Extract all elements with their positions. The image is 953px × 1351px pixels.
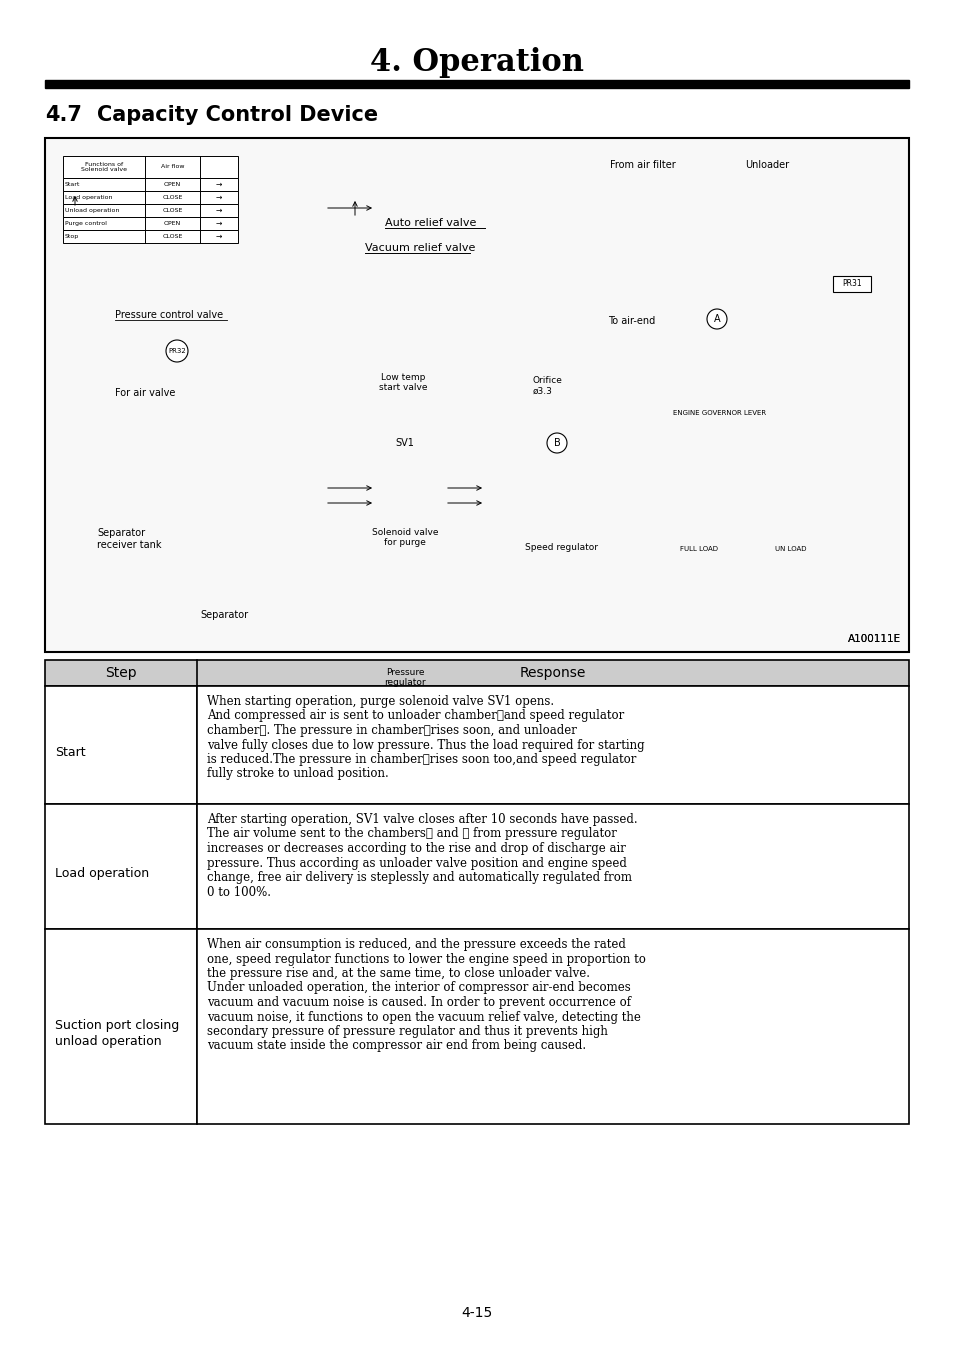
- Text: Capacity Control Device: Capacity Control Device: [97, 105, 377, 126]
- Text: chamberⒷ. The pressure in chamberⒶrises soon, and unloader: chamberⒷ. The pressure in chamberⒶrises …: [207, 724, 577, 738]
- Text: Auto relief valve: Auto relief valve: [385, 218, 476, 228]
- Text: Solenoid valve
for purge: Solenoid valve for purge: [372, 528, 437, 547]
- Text: →: →: [215, 205, 222, 215]
- Text: FULL LOAD: FULL LOAD: [679, 546, 718, 553]
- Text: valve fully closes due to low pressure. Thus the load required for starting: valve fully closes due to low pressure. …: [207, 739, 644, 751]
- Text: change, free air delivery is steplessly and automatically regulated from: change, free air delivery is steplessly …: [207, 871, 631, 884]
- Text: fully stroke to unload position.: fully stroke to unload position.: [207, 767, 388, 781]
- Text: Load operation: Load operation: [65, 195, 112, 200]
- Bar: [63, 190, 237, 204]
- Text: pressure. Thus according as unloader valve position and engine speed: pressure. Thus according as unloader val…: [207, 857, 626, 870]
- Text: Separator
receiver tank: Separator receiver tank: [97, 528, 161, 550]
- Text: Start: Start: [65, 182, 80, 186]
- Text: After starting operation, SV1 valve closes after 10 seconds have passed.: After starting operation, SV1 valve clos…: [207, 813, 637, 825]
- Text: Vacuum relief valve: Vacuum relief valve: [365, 243, 475, 253]
- Text: UN LOAD: UN LOAD: [774, 546, 805, 553]
- Bar: [832, 276, 870, 292]
- Text: 4-15: 4-15: [461, 1306, 492, 1320]
- Text: increases or decreases according to the rise and drop of discharge air: increases or decreases according to the …: [207, 842, 625, 855]
- Bar: [45, 661, 908, 686]
- Text: →: →: [215, 180, 222, 189]
- Bar: [63, 155, 237, 178]
- Text: Air flow: Air flow: [161, 165, 184, 169]
- Text: B: B: [553, 438, 559, 449]
- Text: Functions of
Solenoid valve: Functions of Solenoid valve: [81, 162, 127, 173]
- Text: vacuum noise, it functions to open the vacuum relief valve, detecting the: vacuum noise, it functions to open the v…: [207, 1011, 640, 1024]
- Text: Suction port closing: Suction port closing: [55, 1020, 179, 1032]
- Text: The air volume sent to the chambersⒶ and Ⓑ from pressure regulator: The air volume sent to the chambersⒶ and…: [207, 828, 617, 840]
- Text: secondary pressure of pressure regulator and thus it prevents high: secondary pressure of pressure regulator…: [207, 1025, 607, 1038]
- Text: CLOSE: CLOSE: [162, 208, 182, 213]
- Text: →: →: [215, 219, 222, 228]
- Text: →: →: [215, 232, 222, 240]
- Bar: [45, 804, 196, 929]
- Text: Response: Response: [519, 666, 585, 680]
- Text: When air consumption is reduced, and the pressure exceeds the rated: When air consumption is reduced, and the…: [207, 938, 625, 951]
- Text: Unload operation: Unload operation: [65, 208, 119, 213]
- Text: OPEN: OPEN: [164, 182, 181, 186]
- Text: OPEN: OPEN: [164, 222, 181, 226]
- Text: ENGINE GOVERNOR LEVER: ENGINE GOVERNOR LEVER: [672, 409, 765, 416]
- Text: PR31: PR31: [841, 280, 861, 289]
- Text: one, speed regulator functions to lower the engine speed in proportion to: one, speed regulator functions to lower …: [207, 952, 645, 966]
- Text: PR32: PR32: [168, 349, 186, 354]
- Bar: [196, 804, 908, 929]
- Text: 0 to 100%.: 0 to 100%.: [207, 885, 271, 898]
- Text: Pressure
regulator: Pressure regulator: [384, 667, 425, 688]
- Bar: [63, 230, 237, 243]
- Text: Under unloaded operation, the interior of compressor air-end becomes: Under unloaded operation, the interior o…: [207, 981, 630, 994]
- Text: From air filter: From air filter: [609, 159, 675, 170]
- Text: Step: Step: [105, 666, 136, 680]
- Text: unload operation: unload operation: [55, 1035, 161, 1047]
- Text: Start: Start: [55, 746, 86, 758]
- Text: →: →: [215, 193, 222, 203]
- Bar: [196, 686, 908, 804]
- Text: Low temp
start valve: Low temp start valve: [378, 373, 427, 392]
- Bar: [45, 929, 196, 1124]
- Text: A100111E: A100111E: [847, 634, 900, 644]
- Text: A: A: [713, 313, 720, 324]
- Text: Load operation: Load operation: [55, 867, 149, 880]
- Text: Pressure control valve: Pressure control valve: [115, 309, 223, 320]
- Text: 4. Operation: 4. Operation: [370, 46, 583, 77]
- Bar: [45, 80, 908, 88]
- Text: CLOSE: CLOSE: [162, 195, 182, 200]
- Circle shape: [546, 434, 566, 453]
- Text: And compressed air is sent to unloader chamberⒶand speed regulator: And compressed air is sent to unloader c…: [207, 709, 623, 723]
- Bar: [63, 178, 237, 190]
- Text: is reduced.The pressure in chamberⒷrises soon too,and speed regulator: is reduced.The pressure in chamberⒷrises…: [207, 753, 636, 766]
- Text: vacuum state inside the compressor air end from being caused.: vacuum state inside the compressor air e…: [207, 1039, 585, 1052]
- Circle shape: [166, 340, 188, 362]
- Bar: [45, 686, 196, 804]
- Text: For air valve: For air valve: [115, 388, 175, 399]
- Bar: [196, 929, 908, 1124]
- Text: Separator: Separator: [200, 611, 248, 620]
- Text: the pressure rise and, at the same time, to close unloader valve.: the pressure rise and, at the same time,…: [207, 967, 589, 979]
- Text: 4.7: 4.7: [45, 105, 82, 126]
- Text: To air-end: To air-end: [607, 316, 655, 326]
- Text: Unloader: Unloader: [744, 159, 788, 170]
- Text: Speed regulator: Speed regulator: [524, 543, 598, 553]
- Text: SV1: SV1: [395, 438, 414, 449]
- Text: vacuum and vacuum noise is caused. In order to prevent occurrence of: vacuum and vacuum noise is caused. In or…: [207, 996, 630, 1009]
- Text: Orifice
ø3.3: Orifice ø3.3: [533, 376, 562, 396]
- Bar: [45, 138, 908, 653]
- Bar: [63, 204, 237, 218]
- Text: When starting operation, purge solenoid valve SV1 opens.: When starting operation, purge solenoid …: [207, 694, 554, 708]
- Text: Purge control: Purge control: [65, 222, 107, 226]
- Bar: [63, 218, 237, 230]
- Text: CLOSE: CLOSE: [162, 234, 182, 239]
- Text: Stop: Stop: [65, 234, 79, 239]
- Text: A100111E: A100111E: [847, 634, 900, 644]
- Circle shape: [706, 309, 726, 330]
